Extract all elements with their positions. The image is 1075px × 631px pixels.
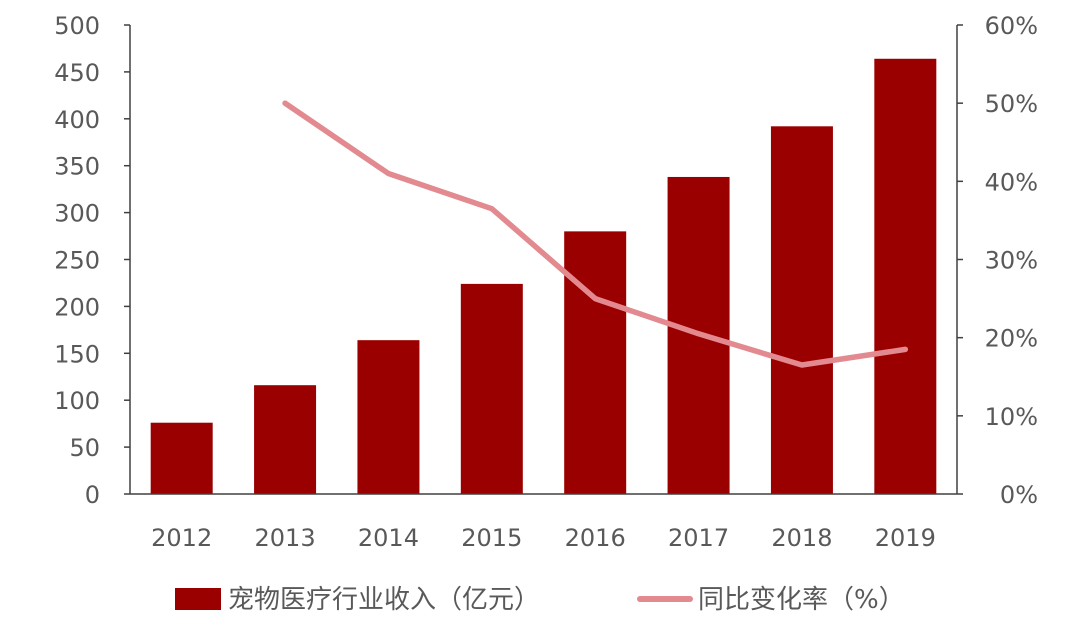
x-tick-label: 2019 bbox=[875, 524, 936, 552]
bar-series bbox=[150, 58, 937, 495]
left-tick-label: 250 bbox=[54, 247, 100, 275]
left-tick-label: 300 bbox=[54, 200, 100, 228]
legend-label-bar: 宠物医疗行业收入（亿元） bbox=[228, 585, 540, 615]
x-tick-label: 2015 bbox=[461, 524, 522, 552]
right-tick-label: 10% bbox=[985, 403, 1038, 431]
x-tick-label: 2012 bbox=[151, 524, 212, 552]
left-tick-label: 50 bbox=[69, 434, 100, 462]
left-tick-label: 450 bbox=[54, 59, 100, 87]
x-tick-label: 2013 bbox=[255, 524, 316, 552]
right-tick-label: 40% bbox=[985, 168, 1038, 196]
bar bbox=[564, 231, 627, 495]
x-tick-label: 2014 bbox=[358, 524, 419, 552]
rate-point bbox=[799, 362, 805, 368]
x-tick-label: 2018 bbox=[771, 524, 832, 552]
x-tick-label: 2017 bbox=[668, 524, 729, 552]
rate-point bbox=[282, 100, 288, 106]
rate-point bbox=[385, 171, 391, 177]
bar bbox=[357, 340, 420, 494]
legend-label-line: 同比变化率（%） bbox=[698, 585, 905, 615]
bar bbox=[874, 58, 937, 494]
left-tick-label: 500 bbox=[54, 12, 100, 40]
x-axis: 2012 2013 2014 2015 2016 2017 2018 2019 bbox=[130, 493, 957, 552]
right-y-axis: 0% 10% 20% 30% 40% 50% 60% bbox=[956, 12, 1038, 509]
rate-point bbox=[696, 331, 702, 337]
right-tick-label: 50% bbox=[985, 90, 1038, 118]
left-tick-label: 350 bbox=[54, 153, 100, 181]
legend: 宠物医疗行业收入（亿元） 同比变化率（%） bbox=[175, 585, 905, 615]
left-tick-label: 150 bbox=[54, 340, 100, 368]
left-y-axis: 0 50 100 150 200 250 300 350 400 450 500 bbox=[54, 12, 131, 509]
bar bbox=[460, 283, 523, 494]
rate-point bbox=[592, 296, 598, 302]
right-tick-label: 30% bbox=[985, 247, 1038, 275]
legend-swatch-bar bbox=[175, 588, 221, 610]
right-tick-label: 60% bbox=[985, 12, 1038, 40]
right-tick-label: 20% bbox=[985, 325, 1038, 353]
left-tick-label: 200 bbox=[54, 293, 100, 321]
rate-point bbox=[489, 206, 495, 212]
left-tick-label: 400 bbox=[54, 106, 100, 134]
bar bbox=[770, 126, 833, 494]
line-series bbox=[282, 100, 909, 368]
rate-point bbox=[902, 346, 908, 352]
bar bbox=[254, 385, 317, 494]
right-tick-label: 0% bbox=[1000, 481, 1038, 509]
left-tick-label: 100 bbox=[54, 387, 100, 415]
x-tick-label: 2016 bbox=[565, 524, 626, 552]
bar bbox=[150, 422, 213, 494]
left-tick-label: 0 bbox=[85, 481, 100, 509]
